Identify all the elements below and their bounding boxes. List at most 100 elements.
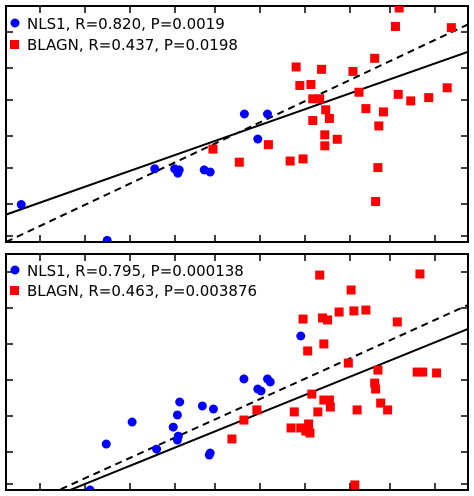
blagn-point [285,156,295,166]
blagn-point [325,402,335,412]
blagn-point [374,121,384,131]
top-plot-frame [5,5,469,243]
top-fit-lines [6,23,468,242]
nls1-point [256,386,266,396]
blagn-point [418,367,428,377]
blagn-point [373,365,383,375]
nls1-point [253,134,263,144]
blagn-point [390,21,400,31]
legend-blagn-label: BLAGN, R=0.463, P=0.003876 [27,282,257,300]
bottom-data-points [85,269,442,490]
blagn-point [370,53,380,63]
blagn-point [315,94,325,104]
blagn-point [376,398,386,408]
legend-nls1-label: NLS1, R=0.820, P=0.0019 [27,15,225,33]
nls1-point [205,167,215,177]
blagn-point [208,144,218,154]
blagn-point [446,23,456,33]
bottom-plot-frame [5,253,469,491]
blagn-point [317,313,327,323]
nls1-point [172,410,182,420]
nls1-point [85,485,95,490]
blagn-point [239,415,249,425]
blagn-point [304,419,314,429]
dashed-fit-line [56,304,468,490]
top-data-points [16,6,456,242]
nls1-point [152,444,162,454]
blagn-point [346,285,356,295]
blagn-point [305,428,315,438]
blagn-point [323,315,333,325]
blagn-point [348,66,358,76]
blagn-point [324,395,334,405]
nls1-point [296,331,306,341]
blagn-point [432,368,442,378]
blagn-point [378,107,388,117]
blagn-point [308,94,318,104]
nls1-point [101,439,111,449]
blagn-point [298,314,308,324]
blagn-point [321,105,331,115]
legend-blagn-marker [10,286,19,295]
blagn-point [392,317,402,327]
dashed-fit-line [6,23,468,242]
blagn-point [252,405,262,415]
top-legend: NLS1, R=0.820, P=0.0019 BLAGN, R=0.437, … [10,15,238,54]
blagn-point [320,130,330,140]
blagn-point [286,423,296,433]
top-plot-area [6,6,468,242]
blagn-point [352,405,362,415]
legend-nls1-marker [10,18,20,28]
bottom-plot-area [56,269,468,490]
bottom-panel: NLS1, R=0.795, P=0.000138 BLAGN, R=0.463… [5,253,469,491]
blagn-point [373,163,383,173]
blagn-point [263,140,273,150]
blagn-point [383,405,393,415]
blagn-point [393,89,403,99]
blagn-point [371,197,381,207]
nls1-point [208,404,218,414]
blagn-point [394,6,404,13]
top-tick-marks [6,6,468,242]
nls1-point [265,377,275,387]
blagn-point [350,480,360,490]
nls1-point [205,448,215,458]
blagn-point [315,270,325,280]
blagn-point [332,134,342,144]
bottom-fit-lines [56,304,468,490]
blagn-point [354,87,364,97]
blagn-point [424,93,434,103]
legend-nls1-label: NLS1, R=0.795, P=0.000138 [27,262,244,280]
blagn-point [343,358,353,368]
blagn-point [306,80,316,90]
blagn-point [295,80,305,90]
blagn-point [412,367,422,377]
nls1-point [150,164,160,174]
nls1-point [262,109,272,119]
blagn-point [361,104,371,114]
nls1-point [127,417,137,427]
bottom-tick-marks [6,254,468,490]
blagn-point [361,305,371,315]
legend-blagn-label: BLAGN, R=0.437, P=0.0198 [27,36,238,54]
blagn-point [319,339,329,349]
nls1-point [173,431,183,441]
blagn-point [317,64,327,74]
blagn-point [313,407,323,417]
legend-nls1-marker [10,265,20,275]
blagn-point [324,113,334,123]
nls1-point [102,235,112,242]
blagn-point [296,423,306,433]
solid-fit-line [67,328,468,490]
bottom-legend: NLS1, R=0.795, P=0.000138 BLAGN, R=0.463… [10,262,257,300]
nls1-point [239,374,249,384]
blagn-point [289,407,299,417]
blagn-point [303,346,313,356]
nls1-point [197,401,207,411]
nls1-point [168,422,178,432]
blagn-point [442,83,452,93]
blagn-point [227,434,237,444]
blagn-point [349,306,359,316]
blagn-point [415,269,425,279]
